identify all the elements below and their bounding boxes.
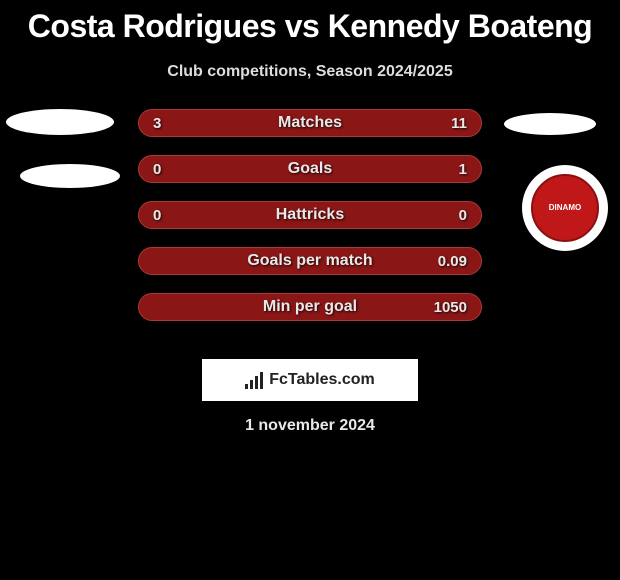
- stat-label: Goals per match: [139, 252, 481, 270]
- player-right-avatar-placeholder: [504, 113, 596, 135]
- date-text: 1 november 2024: [0, 417, 620, 435]
- stat-right-value: 0: [459, 207, 467, 224]
- stat-right-value: 1: [459, 161, 467, 178]
- stat-left-value: 3: [153, 115, 161, 132]
- stat-row: 0 Goals 1: [138, 155, 482, 183]
- bars-icon: [245, 371, 263, 389]
- stat-row: 0 Hattricks 0: [138, 201, 482, 229]
- page-title: Costa Rodrigues vs Kennedy Boateng: [0, 0, 620, 45]
- subtitle: Club competitions, Season 2024/2025: [0, 63, 620, 81]
- stat-label: Goals: [139, 160, 481, 178]
- stat-row: 3 Matches 11: [138, 109, 482, 137]
- stat-left-value: 0: [153, 161, 161, 178]
- club-badge-dinamo: DINAMO: [531, 174, 599, 242]
- stat-row: Goals per match 0.09: [138, 247, 482, 275]
- attribution-box: FcTables.com: [202, 359, 418, 401]
- stat-label: Matches: [139, 114, 481, 132]
- stat-right-value: 0.09: [438, 253, 467, 270]
- player-left-avatar-placeholder: [6, 109, 114, 135]
- stat-label: Hattricks: [139, 206, 481, 224]
- stat-right-value: 11: [451, 115, 467, 132]
- player-right-club-badge: DINAMO: [522, 165, 608, 251]
- stat-left-value: 0: [153, 207, 161, 224]
- stat-rows: 3 Matches 11 0 Goals 1 0 Hattricks 0 Goa…: [138, 109, 482, 339]
- stat-row: Min per goal 1050: [138, 293, 482, 321]
- stat-label: Min per goal: [139, 298, 481, 316]
- comparison-panel: DINAMO 3 Matches 11 0 Goals 1 0 Hattrick…: [0, 109, 620, 349]
- stat-right-value: 1050: [434, 299, 467, 316]
- player-left-club-placeholder: [20, 164, 120, 188]
- attribution-text: FcTables.com: [269, 371, 375, 389]
